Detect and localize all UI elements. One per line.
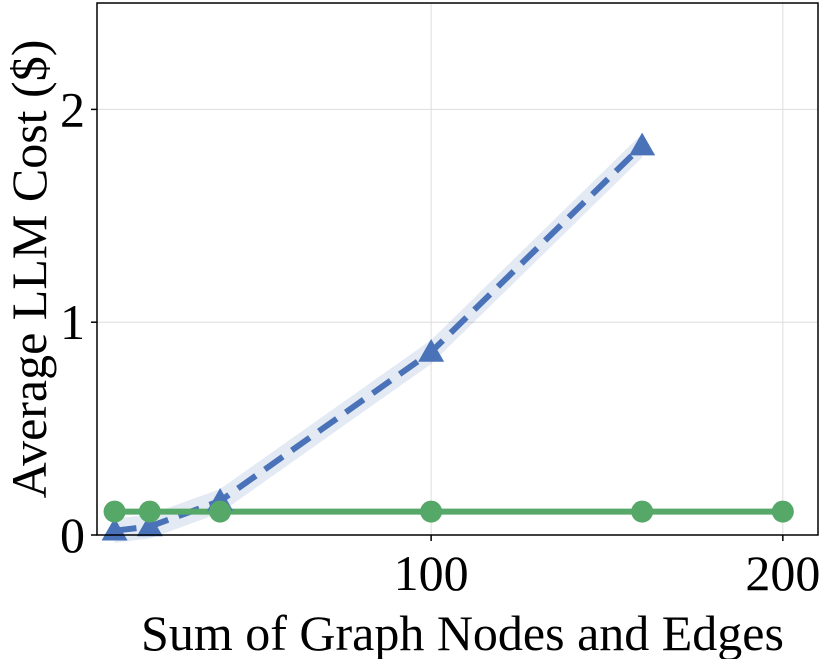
series-1-band [114, 133, 643, 543]
y-tick-label: 0 [60, 507, 85, 563]
series-markers [101, 132, 794, 541]
y-tick-label: 2 [60, 81, 85, 137]
series-2-point [771, 500, 794, 523]
series-2-point [209, 500, 232, 523]
y-axis-ticks: 0 1 2 [60, 81, 97, 563]
series-2-point [420, 500, 443, 523]
plot-frame [96, 2, 819, 536]
x-axis-ticks: 100 200 [394, 535, 820, 601]
y-tick-label: 1 [60, 294, 85, 350]
confidence-bands [114, 133, 643, 543]
x-tick-label: 100 [394, 545, 469, 601]
series-2-point [631, 500, 654, 523]
series-2-point [138, 500, 161, 523]
x-tick-label: 200 [745, 545, 820, 601]
series-1-point [418, 338, 445, 362]
y-axis-label: Average LLM Cost ($) [1, 40, 57, 499]
series-2-point [103, 500, 126, 523]
x-axis-label: Sum of Graph Nodes and Edges [141, 605, 784, 659]
grid-lines [97, 3, 818, 536]
series-1-point [629, 132, 656, 156]
series-1-line [114, 143, 645, 534]
series-1-point [136, 513, 163, 537]
